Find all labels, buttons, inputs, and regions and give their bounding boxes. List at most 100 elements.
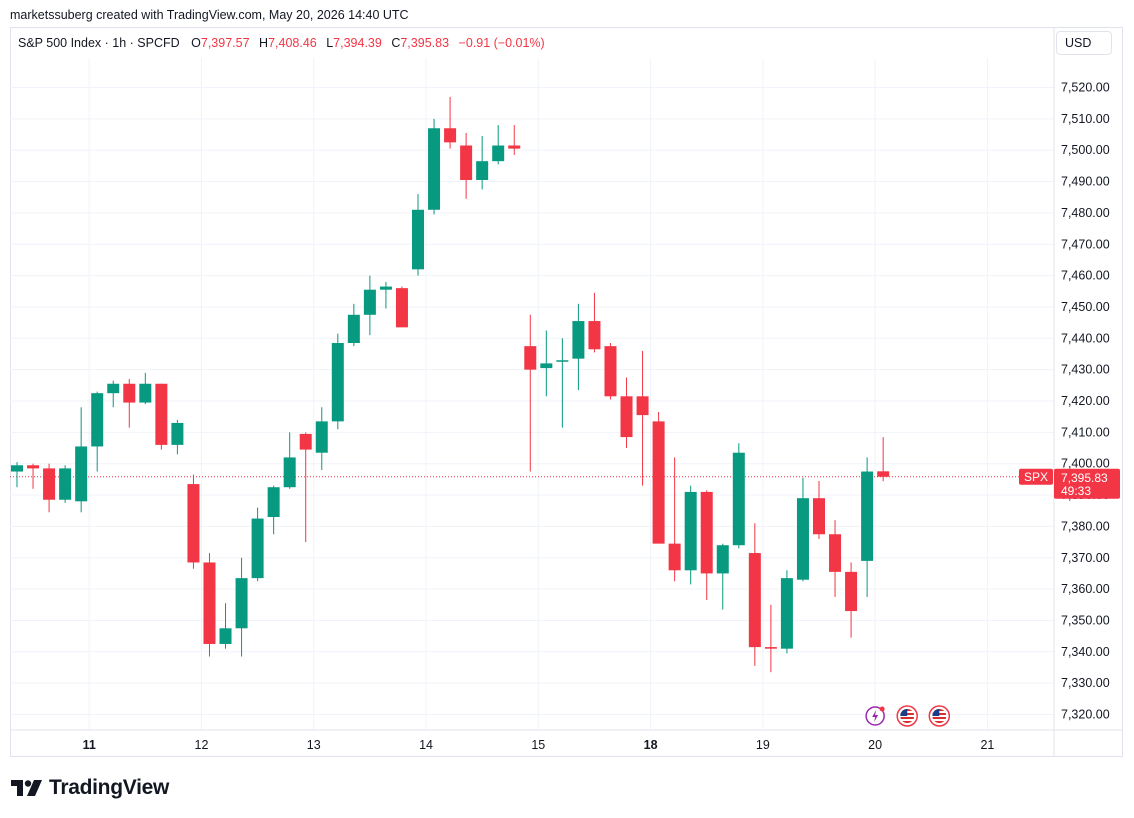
y-tick-label: 7,430.00: [1061, 363, 1110, 377]
candle-body: [732, 452, 745, 546]
candle: [331, 333, 344, 430]
candle: [412, 194, 424, 276]
candle: [219, 603, 232, 649]
candle: [813, 480, 825, 539]
y-tick-label: 7,500.00: [1061, 143, 1110, 157]
candle: [492, 125, 505, 165]
price-badge: SPX 7,395.83 49:33: [1019, 468, 1120, 499]
candle-body: [299, 433, 312, 450]
candle-body: [572, 321, 585, 359]
candle: [428, 118, 441, 215]
candle-body: [428, 128, 441, 210]
x-tick-label: 11: [83, 738, 96, 752]
candle-body: [11, 465, 23, 472]
candle-body: [139, 383, 152, 403]
candle-body: [476, 161, 489, 180]
candle: [524, 314, 537, 472]
flag-stripe: [932, 719, 947, 721]
price-axis: 7,320.00 7,330.00 7,340.00 7,350.00 7,360.00…: [1053, 28, 1110, 757]
candle-body: [845, 571, 858, 612]
flag-body: [900, 709, 915, 723]
price-badge-ticker-bg: [1019, 468, 1053, 485]
candle: [604, 343, 617, 400]
x-tick-label: 20: [868, 738, 882, 752]
flag-stripe: [900, 719, 915, 721]
candle-body: [315, 421, 328, 453]
candle: [796, 477, 809, 582]
chart-frame[interactable]: [10, 27, 1123, 757]
price-badge-price: 7,395.83: [1061, 471, 1108, 485]
candle: [283, 432, 296, 489]
tradingview-logo-icon: [11, 780, 42, 796]
chart-legend[interactable]: S&P 500 Index · 1h · SPCFD O7,397.57 H7,…: [18, 36, 551, 50]
y-tick-label: 7,460.00: [1061, 269, 1110, 283]
candle: [203, 553, 216, 657]
y-tick-label: 7,450.00: [1061, 300, 1110, 314]
us-flag-icon: [928, 705, 951, 727]
price-badge-ticker: SPX: [1024, 470, 1048, 484]
chart-grid: [10, 58, 1054, 730]
y-tick-label: 7,520.00: [1061, 81, 1110, 95]
candle-body: [444, 128, 457, 143]
candle: [460, 132, 473, 199]
candle: [91, 391, 104, 472]
candle: [620, 377, 633, 449]
candle-body: [331, 343, 344, 422]
y-tick-label: 7,380.00: [1061, 519, 1110, 533]
candle-body: [412, 209, 424, 270]
us-flag-icon: [896, 705, 918, 727]
legend-open-value: 7,397.57: [200, 36, 250, 50]
candle-body: [363, 289, 376, 315]
candle: [267, 485, 280, 535]
legend-high-label: H: [259, 36, 269, 50]
candle-body: [796, 498, 809, 580]
y-tick-label: 7,420.00: [1061, 394, 1110, 408]
candle-body: [187, 484, 200, 563]
candle: [668, 457, 681, 582]
candle: [636, 350, 649, 486]
candle-body: [508, 145, 521, 149]
candle: [684, 485, 697, 585]
candle: [861, 457, 874, 597]
candle: [43, 463, 56, 513]
candle: [347, 303, 360, 347]
legend-symbol[interactable]: S&P 500 Index · 1h · SPCFD: [18, 36, 180, 50]
candle: [59, 465, 72, 503]
legend-high-value: 7,408.46: [268, 36, 317, 50]
x-tick-label: 13: [307, 738, 321, 752]
y-tick-label: 7,370.00: [1061, 551, 1110, 565]
y-tick-label: 7,440.00: [1061, 331, 1110, 345]
candle-body: [620, 396, 633, 438]
y-tick-label: 7,490.00: [1061, 175, 1110, 189]
candle: [235, 557, 248, 657]
candle: [845, 562, 858, 638]
y-tick-label: 7,320.00: [1061, 708, 1110, 722]
candle-body: [267, 487, 280, 517]
y-tick-label: 7,480.00: [1061, 206, 1110, 220]
legend-change-value: −0.91 (−0.01%): [458, 36, 545, 50]
tradingview-logo[interactable]: TradingView: [11, 776, 169, 800]
candle-body: [43, 468, 56, 500]
candle-body: [604, 346, 617, 397]
candle: [107, 380, 120, 408]
candle: [251, 507, 264, 582]
candle-body: [861, 471, 874, 561]
y-tick-label: 7,410.00: [1061, 425, 1110, 439]
currency-button[interactable]: USD: [1056, 31, 1112, 55]
time-axis: 11 12 13 14 15 18 19 20 21: [10, 729, 1123, 752]
candle: [11, 462, 23, 488]
x-tick-label: 15: [531, 738, 545, 752]
candle-body: [829, 534, 842, 572]
earnings-flash-dot: [879, 706, 885, 712]
candle-body: [764, 647, 777, 649]
candle: [171, 419, 184, 455]
flag-stripe: [900, 721, 915, 723]
candle-body: [283, 457, 296, 488]
legend-low-value: 7,394.39: [333, 36, 382, 50]
candle-body: [492, 145, 505, 162]
candle: [444, 96, 457, 149]
flag-stripe: [900, 717, 915, 719]
candle: [829, 520, 842, 597]
candle-body: [107, 383, 120, 394]
